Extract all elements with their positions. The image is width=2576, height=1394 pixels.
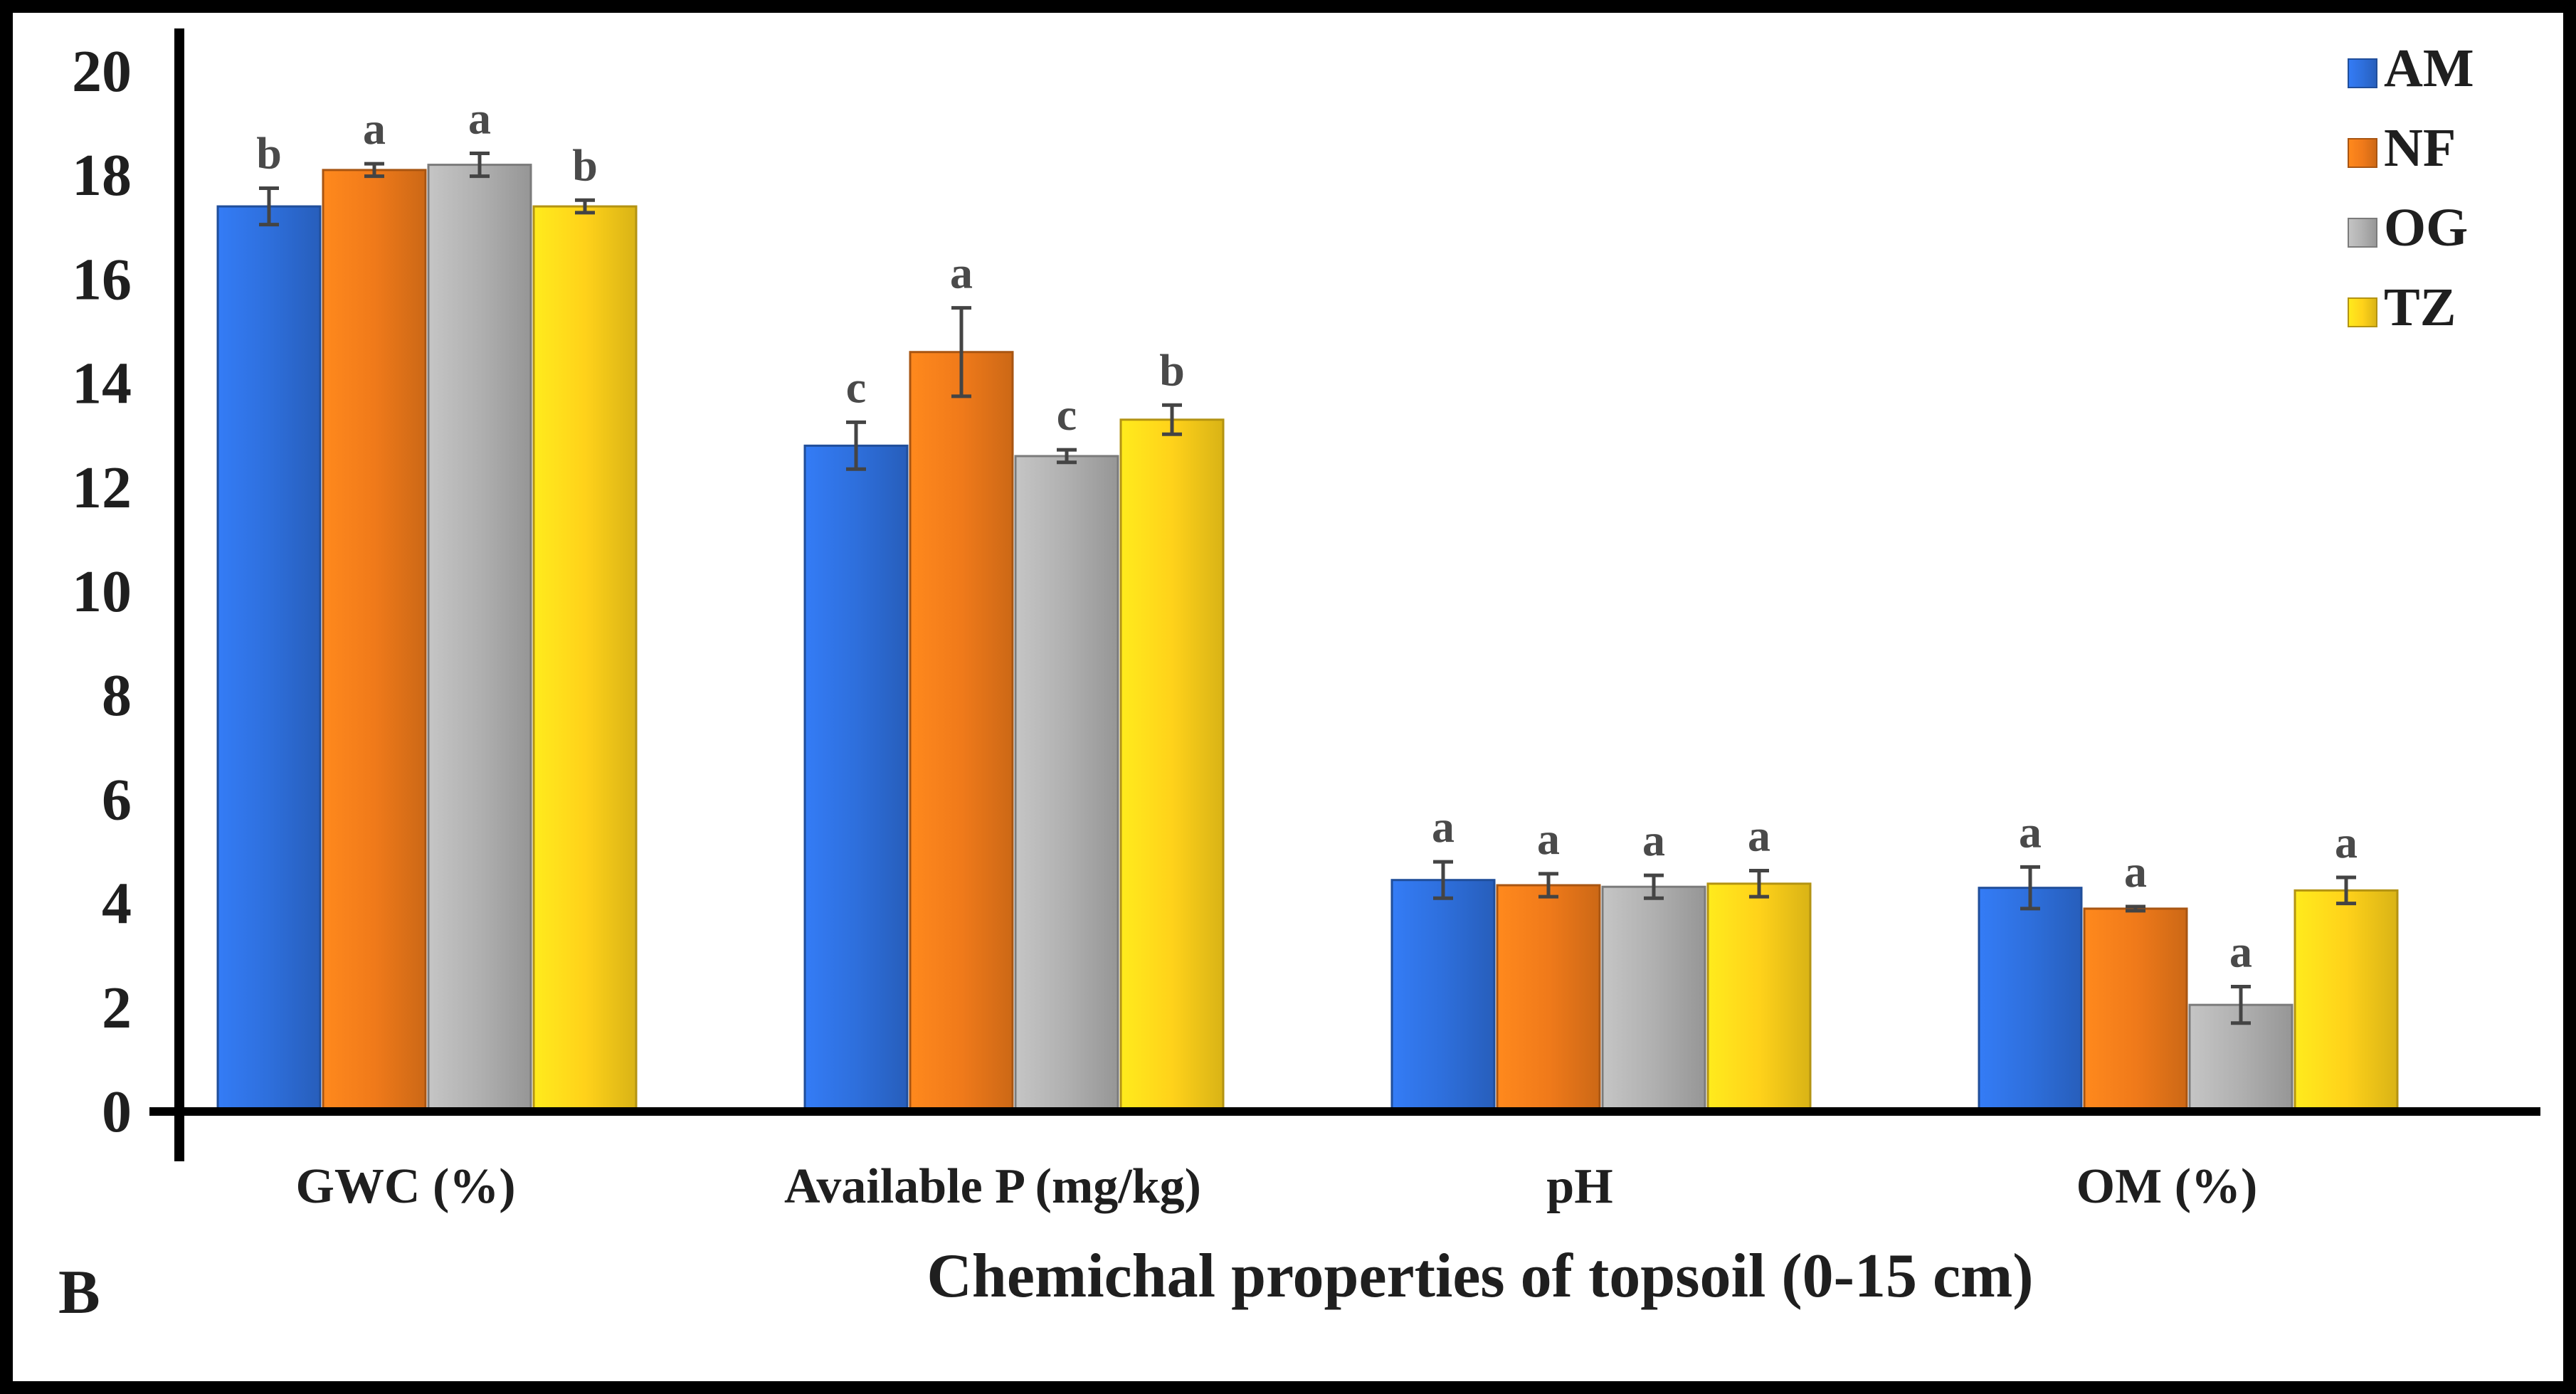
- error-bar: [951, 306, 971, 398]
- significance-letter: b: [256, 127, 282, 178]
- bar-og: [427, 164, 532, 1113]
- x-category-labels: GWC (%) Available P (mg/kg) pH OM (%): [295, 1159, 2257, 1214]
- error-bar: [1433, 860, 1453, 900]
- significance-letter: b: [572, 139, 598, 190]
- error-bar: [2231, 985, 2251, 1025]
- y-tick-label: 14: [72, 351, 132, 417]
- legend-item-og: OG: [2348, 198, 2468, 258]
- significance-letter: b: [1159, 344, 1185, 395]
- significance-letter: a: [2229, 926, 2252, 977]
- bar-tz: [1706, 882, 1812, 1113]
- error-bar: [2126, 904, 2145, 913]
- error-bar: [1538, 872, 1558, 899]
- x-category-label: GWC (%): [295, 1159, 515, 1214]
- significance-letter: c: [846, 361, 866, 412]
- bar-nf: [322, 169, 427, 1113]
- legend: AM NF OG TZ: [2348, 38, 2474, 337]
- error-bar: [470, 151, 490, 179]
- axes-layer: [149, 28, 2540, 1161]
- y-tick-label: 16: [72, 246, 132, 312]
- error-bar: [575, 198, 595, 215]
- significance-letter: a: [2019, 806, 2042, 857]
- y-tick-label: 6: [102, 766, 132, 833]
- bars-layer: [216, 164, 2399, 1113]
- error-bar: [364, 162, 384, 179]
- x-category-label: OM (%): [2076, 1159, 2258, 1214]
- legend-item-tz: TZ: [2348, 278, 2456, 337]
- significance-letter: a: [1642, 815, 1665, 865]
- error-bar: [1749, 869, 1769, 899]
- y-tick-label: 12: [72, 455, 132, 521]
- significance-letter: a: [2335, 817, 2358, 867]
- significance-letter: a: [1537, 813, 1560, 864]
- bar-tz: [2293, 889, 2399, 1113]
- y-tick-label: 4: [102, 871, 132, 937]
- y-tick-label: 10: [72, 559, 132, 625]
- y-tick-label: 0: [102, 1079, 132, 1145]
- error-bar: [259, 186, 279, 227]
- significance-letter: a: [363, 103, 386, 154]
- legend-label: NF: [2384, 118, 2456, 178]
- error-bar: [846, 420, 866, 471]
- significance-letter: a: [950, 248, 973, 298]
- significance-letter: c: [1057, 389, 1077, 440]
- error-bar: [1057, 448, 1077, 465]
- x-category-label: Available P (mg/kg): [784, 1159, 1201, 1214]
- legend-swatch: [2348, 138, 2377, 168]
- error-bar: [1162, 403, 1182, 436]
- significance-letter: a: [1432, 801, 1455, 852]
- legend-label: OG: [2384, 198, 2468, 258]
- x-axis-title: Chemichal properties of topsoil (0-15 cm…: [927, 1242, 2033, 1311]
- legend-swatch: [2348, 218, 2377, 248]
- bar-nf: [909, 351, 1014, 1113]
- bar-tz: [1119, 418, 1225, 1113]
- error-bars-layer: [259, 151, 2356, 1025]
- bar-am: [1978, 887, 2083, 1113]
- legend-item-am: AM: [2348, 38, 2474, 98]
- error-bar: [2020, 865, 2040, 911]
- y-tick-labels: 0 2 4 6 8 10 12 14 16 18 20: [72, 38, 132, 1145]
- legend-swatch: [2348, 297, 2377, 327]
- significance-letters-layer: b a a b c a c b a a a a a a a a: [256, 93, 2358, 976]
- panel-label: B: [58, 1258, 100, 1327]
- bar-nf: [1496, 884, 1601, 1113]
- y-tick-label: 20: [72, 38, 132, 105]
- legend-item-nf: NF: [2348, 118, 2456, 178]
- legend-label: TZ: [2384, 278, 2456, 337]
- y-tick-label: 8: [102, 662, 132, 729]
- significance-letter: a: [2124, 846, 2147, 897]
- error-bar: [1644, 873, 1664, 900]
- bar-tz: [532, 205, 638, 1113]
- x-category-label: pH: [1546, 1159, 1612, 1214]
- legend-label: AM: [2384, 38, 2474, 98]
- bar-am: [1390, 879, 1496, 1113]
- y-tick-label: 18: [72, 142, 132, 208]
- error-bar: [2336, 875, 2356, 906]
- bar-am: [216, 205, 322, 1113]
- bar-am: [803, 444, 909, 1113]
- significance-letter: a: [1748, 810, 1770, 861]
- bar-og: [1014, 455, 1119, 1113]
- y-tick-label: 2: [102, 975, 132, 1041]
- significance-letter: a: [468, 93, 491, 143]
- bar-og: [1601, 885, 1706, 1113]
- legend-swatch: [2348, 58, 2377, 88]
- bar-nf: [2083, 907, 2188, 1113]
